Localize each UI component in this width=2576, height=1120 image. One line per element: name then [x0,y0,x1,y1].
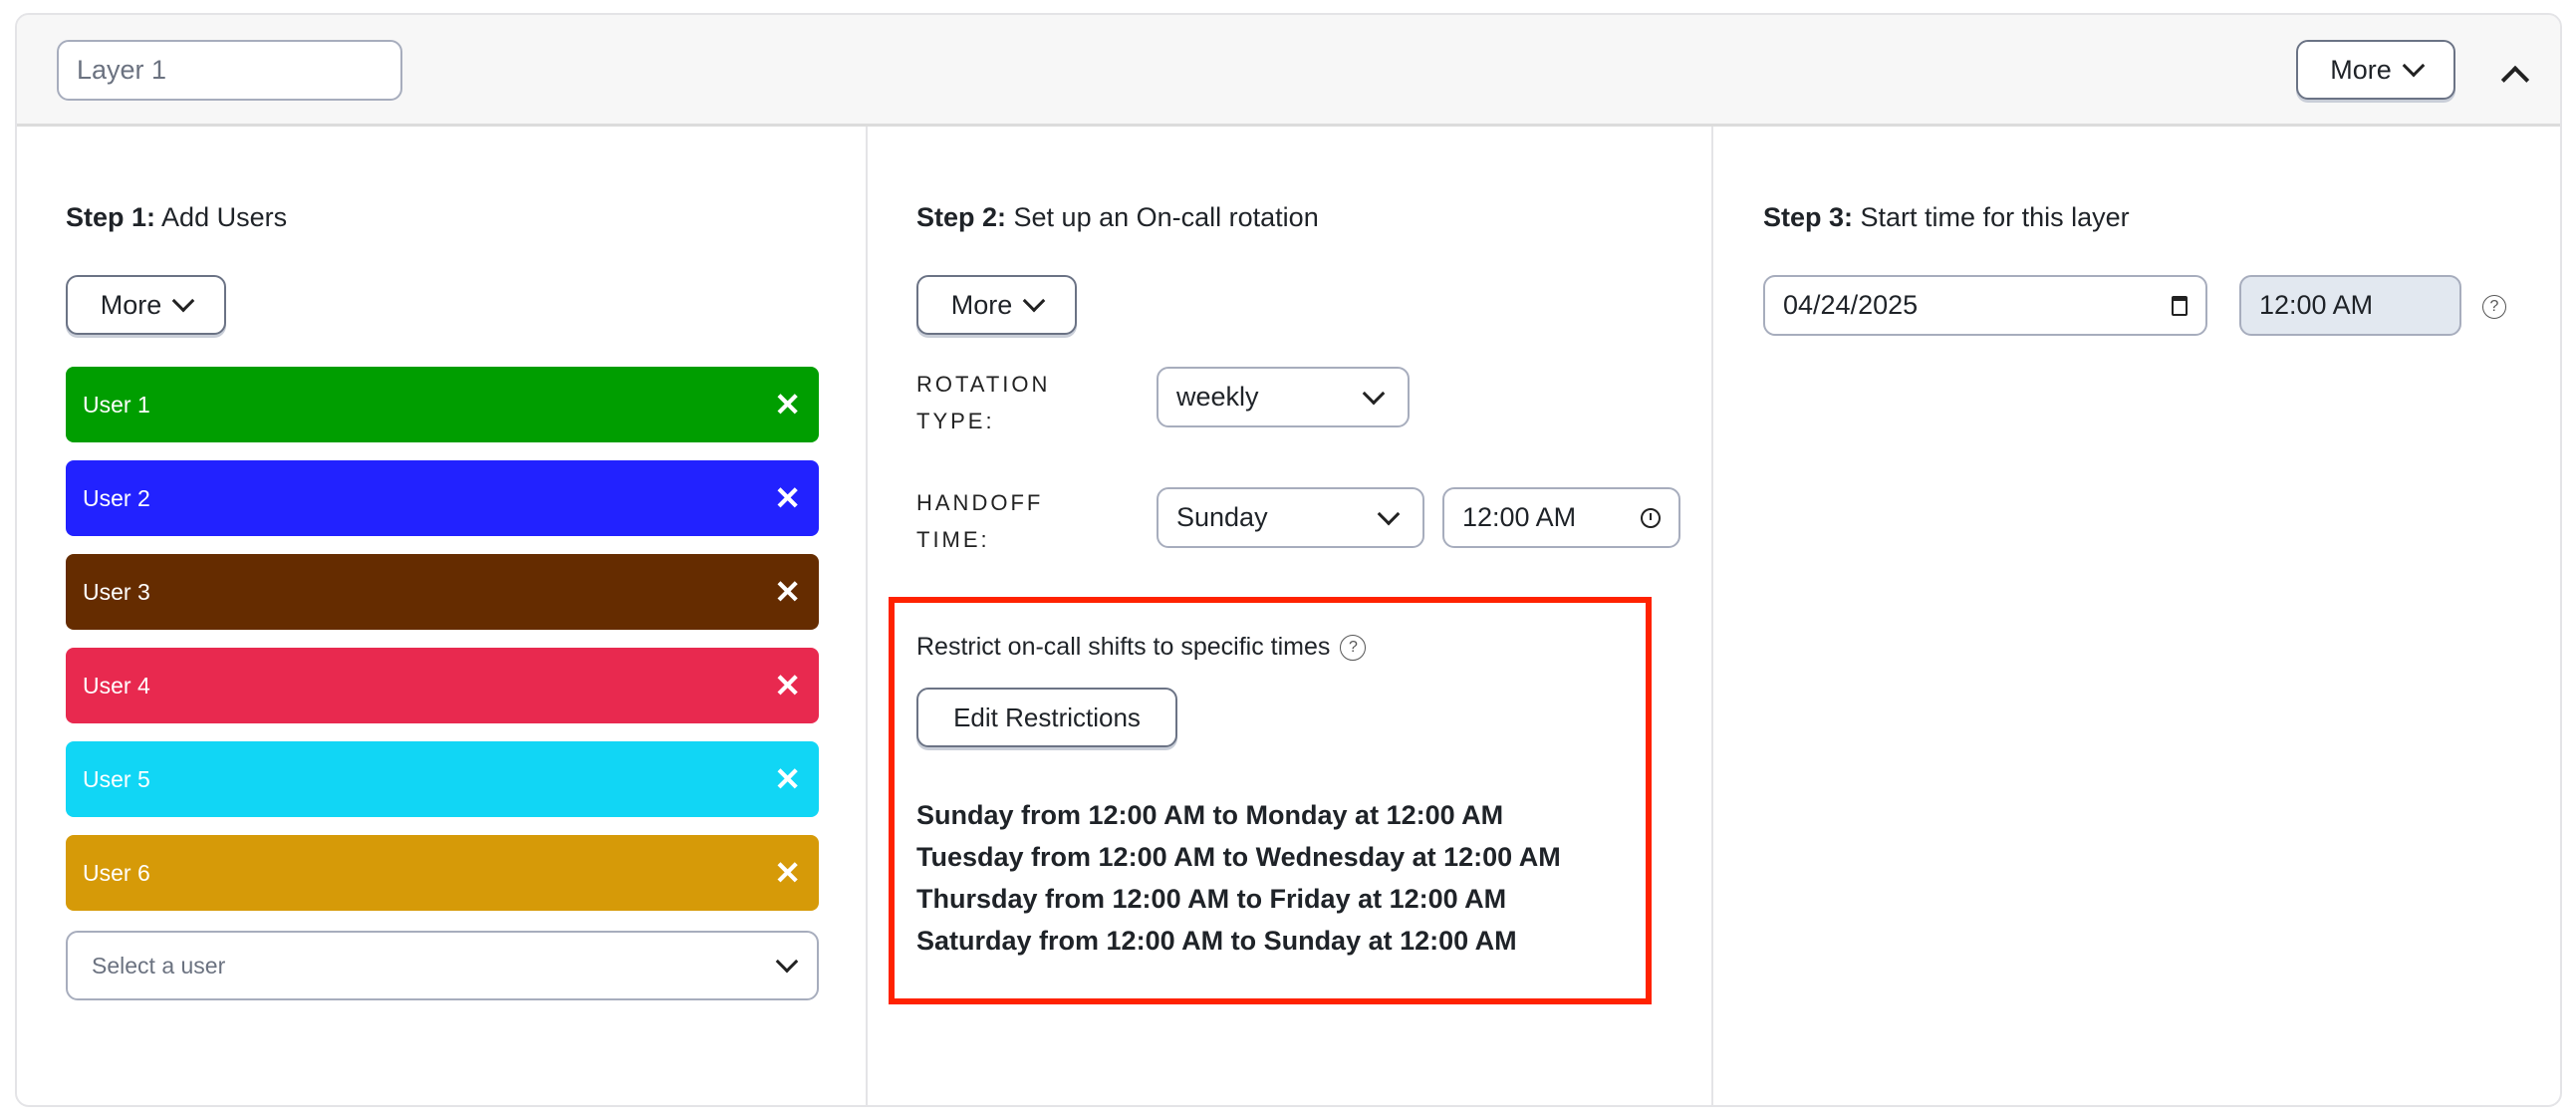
rotation-type-value: weekly [1176,382,1259,412]
user-item: User 1 ✕ [66,367,819,442]
column-divider [866,127,868,1105]
select-user-placeholder: Select a user [92,952,226,979]
help-icon[interactable]: ? [1340,634,1367,661]
step3-title: Step 3: Start time for this layer [1763,202,2130,232]
start-time-input[interactable]: 12:00 AM [2239,275,2461,336]
chevron-down-icon [2402,54,2426,78]
user-item: User 3 ✕ [66,554,819,630]
remove-user-icon[interactable]: ✕ [774,574,801,610]
chevron-down-icon [1362,382,1386,405]
restriction-item: Sunday from 12:00 AM to Monday at 12:00 … [916,800,1504,830]
restrictions-highlight: Restrict on-call shifts to specific time… [889,597,1652,1004]
chevron-up-icon [2500,65,2530,95]
handoff-day-select[interactable]: Sunday [1157,487,1424,548]
header-more-button[interactable]: More [2296,40,2455,100]
remove-user-icon[interactable]: ✕ [774,761,801,797]
restrict-title-text: Restrict on-call shifts to specific time… [916,633,1331,661]
layer-name-input[interactable]: Layer 1 [57,40,402,101]
restrict-title: Restrict on-call shifts to specific time… [916,633,1367,662]
help-icon[interactable]: ? [2482,295,2506,319]
select-user-dropdown[interactable]: Select a user [66,931,819,1000]
handoff-day-value: Sunday [1176,502,1268,532]
user-item: User 5 ✕ [66,741,819,817]
handoff-time-input[interactable]: 12:00 AM [1442,487,1680,548]
clock-icon[interactable] [1641,507,1661,528]
chevron-down-icon [171,289,195,313]
user-label: User 6 [83,859,150,886]
handoff-time-label: HANDOFF TIME: [916,490,1044,552]
more-label: More [2330,54,2392,85]
handoff-time-value: 12:00 AM [1462,502,1577,532]
user-item: User 4 ✕ [66,648,819,723]
calendar-icon[interactable] [2172,295,2188,316]
remove-user-icon[interactable]: ✕ [774,668,801,703]
user-label: User 3 [83,578,150,605]
collapse-button[interactable] [2495,55,2535,95]
layer-header: Layer 1 More [17,15,2560,127]
user-item: User 6 ✕ [66,835,819,911]
more-label: More [950,289,1013,320]
remove-user-icon[interactable]: ✕ [774,387,801,422]
edit-restrictions-button[interactable]: Edit Restrictions [916,688,1177,747]
chevron-down-icon [1022,289,1046,313]
restriction-item: Thursday from 12:00 AM to Friday at 12:0… [916,884,1507,914]
user-item: User 2 ✕ [66,460,819,536]
start-date-value: 04/24/2025 [1783,290,1919,320]
restriction-item: Saturday from 12:00 AM to Sunday at 12:0… [916,926,1517,956]
column-divider [1711,127,1713,1105]
chevron-down-icon [775,950,799,974]
user-label: User 4 [83,672,150,699]
step2-title: Step 2: Set up an On-call rotation [916,202,1319,232]
start-date-input[interactable]: 04/24/2025 [1763,275,2207,336]
more-label: More [100,289,162,320]
step1-title: Step 1: Add Users [66,202,288,232]
step1-more-button[interactable]: More [66,275,226,335]
restrictions-list: Sunday from 12:00 AM to Monday at 12:00 … [916,794,1561,962]
start-time-value: 12:00 AM [2259,290,2374,320]
step2-more-button[interactable]: More [916,275,1077,335]
remove-user-icon[interactable]: ✕ [774,480,801,516]
user-label: User 5 [83,765,150,792]
restriction-item: Tuesday from 12:00 AM to Wednesday at 12… [916,842,1561,872]
chevron-down-icon [1377,502,1401,525]
user-label: User 2 [83,484,150,511]
user-label: User 1 [83,391,150,418]
rotation-type-select[interactable]: weekly [1157,367,1410,427]
layer-card: Layer 1 More Step 1: Add Users More User… [15,13,2562,1107]
rotation-type-label: ROTATION TYPE: [916,372,1051,433]
remove-user-icon[interactable]: ✕ [774,855,801,891]
